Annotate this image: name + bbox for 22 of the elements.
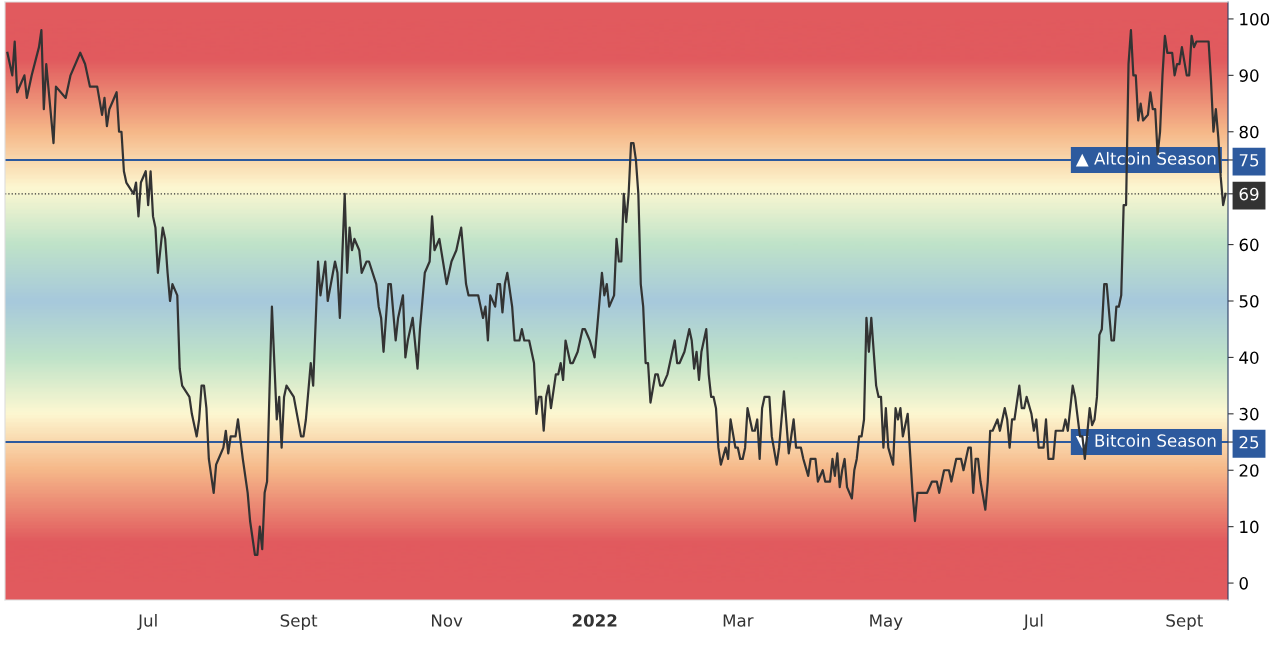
x-tick-label: Jul (137, 613, 157, 630)
x-tick-label: Sept (1166, 614, 1203, 631)
y-tick-label: 40 (1239, 351, 1259, 364)
y-tick-label: 80 (1239, 125, 1259, 139)
y-tick-label: 60 (1239, 238, 1259, 252)
y-tick-label: 75 (1239, 154, 1259, 167)
y-tick-label: 69 (1239, 187, 1259, 201)
x-tick-label: May (870, 614, 903, 631)
y-tick-label: 50 (1239, 294, 1259, 308)
y-tick-label: 25 (1239, 436, 1259, 449)
x-tick-label: Mar (723, 614, 754, 627)
y-tick-label: 10 (1240, 520, 1259, 534)
y-tick-label: 100 (1240, 12, 1270, 26)
ref-line-label: ▲ Altcoin Season (1075, 151, 1216, 167)
x-tick-label: 2022 (572, 614, 617, 627)
y-tick-label: 30 (1239, 407, 1259, 421)
y-tick-label: 90 (1239, 69, 1259, 82)
x-tick-label: Nov (432, 614, 463, 627)
y-tick-label: 20 (1239, 464, 1259, 477)
y-tick-label: 0 (1239, 577, 1248, 590)
x-tick-label: Sept (280, 614, 318, 631)
x-tick-label: Jul (1022, 613, 1043, 630)
